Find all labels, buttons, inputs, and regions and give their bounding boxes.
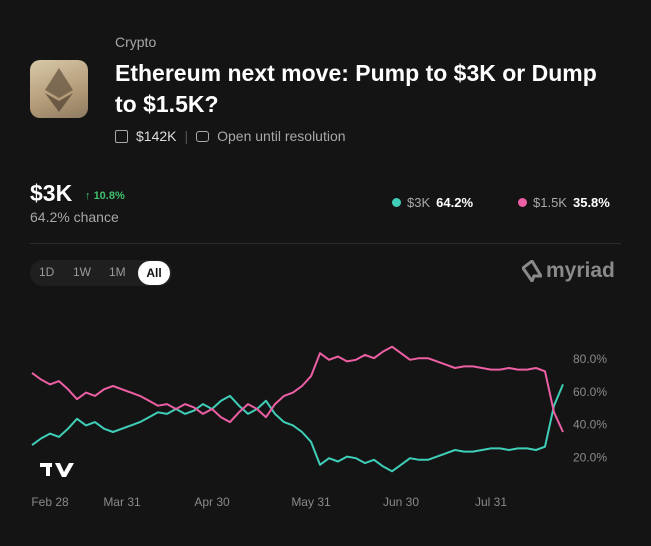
brand-mark: [522, 260, 542, 282]
status: Open until resolution: [217, 128, 346, 144]
x-tick-label: Feb 28: [31, 495, 69, 509]
range-tabs: 1D 1W 1M All: [30, 260, 172, 286]
tab[interactable]: 1W: [73, 265, 91, 279]
eth-logo: [45, 68, 73, 112]
brand-name: myriad: [546, 259, 615, 282]
market-icon: [30, 60, 88, 118]
x-tick-label: Jun 30: [383, 495, 419, 509]
series-line: [31, 384, 564, 473]
legend-name: $1.5K: [533, 195, 567, 210]
legend-0: $3K 64.2%: [392, 195, 473, 210]
legend-dot: [518, 198, 527, 207]
tab[interactable]: 1D: [39, 265, 55, 279]
y-tick-label: 60.0%: [573, 385, 607, 399]
chance: 64.2% chance: [30, 209, 119, 225]
change-value: 10.8%: [93, 190, 125, 202]
volume-icon: [115, 129, 128, 143]
y-tick-label: 20.0%: [573, 450, 607, 464]
x-tick-label: Jul 31: [475, 495, 507, 509]
change: ↑ 10.8%: [85, 190, 125, 202]
tab-active[interactable]: All: [138, 261, 170, 285]
legend-dot: [392, 198, 401, 207]
divider: [30, 243, 621, 244]
tv-logo: [40, 463, 74, 477]
legend-value: 64.2%: [436, 195, 474, 210]
series-line: [31, 345, 564, 433]
x-tick-label: Mar 31: [103, 495, 141, 509]
y-tick-label: 40.0%: [573, 418, 607, 432]
legend-value: 35.8%: [572, 195, 610, 210]
legend-name: $3K: [407, 195, 431, 210]
leader: $3K: [30, 180, 73, 206]
y-tick-label: 80.0%: [573, 352, 607, 366]
status-icon: [196, 130, 210, 142]
category: Crypto: [115, 34, 157, 50]
legend-1: $1.5K 35.8%: [518, 195, 610, 210]
brand: myriad: [522, 259, 615, 283]
separator: |: [184, 128, 189, 144]
x-tick-label: May 31: [291, 495, 331, 509]
volume: $142K: [136, 128, 177, 144]
x-tick-label: Apr 30: [194, 495, 230, 509]
tab[interactable]: 1M: [109, 265, 126, 279]
market-meta: $142K | Open until resolution: [115, 128, 346, 144]
market-title: Ethereum next move: Pump to $3K or Dump …: [115, 60, 597, 117]
